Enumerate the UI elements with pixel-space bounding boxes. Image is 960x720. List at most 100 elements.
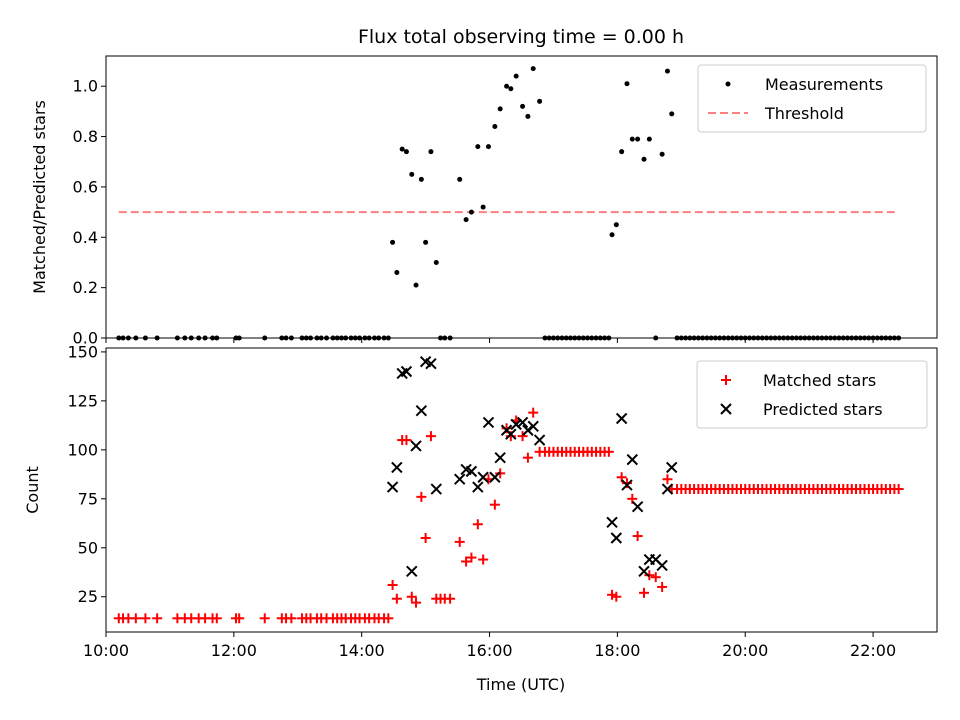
measurement-point [664,68,670,74]
predicted-star-point [621,479,633,491]
y-tick-label: 0.6 [73,177,98,196]
legend-label-threshold: Threshold [764,104,844,123]
y-tick-label: 125 [67,391,98,410]
x-tick-label: 22:00 [850,641,896,660]
matched-star-point [662,474,673,485]
measurement-point [669,111,675,117]
matched-star-point [387,579,398,590]
matched-star-point [286,613,297,624]
legend-label-measurements: Measurements [765,75,883,94]
legend-box [697,64,927,133]
measurement-point [613,222,619,228]
measurement-point [423,239,429,245]
y-tick-label: 0.4 [73,228,98,247]
matched-star-point [140,613,151,624]
measurement-point [457,176,463,182]
measurement-point [537,98,543,104]
predicted-star-point [638,565,650,577]
matched-star-point [517,431,528,442]
legend-label-predicted-stars: Predicted stars [763,400,883,419]
predicted-star-point [656,559,668,572]
predicted-star-point [482,416,495,429]
predicted-star-point [465,465,478,478]
matched-star-point [657,581,668,592]
y-tick-label: 50 [78,538,98,557]
measurement-point [659,151,665,157]
matched-star-point [478,554,489,565]
measurement-point [492,124,498,129]
measurement-point [418,176,424,182]
y-tick-label: 0.2 [73,278,98,297]
measurement-point [403,149,409,155]
measurement-point [530,66,536,72]
measurement-point [409,171,415,177]
y-tick-label: 1.0 [73,77,98,96]
measurement-point [646,136,652,142]
x-tick-label: 14:00 [339,641,385,660]
y-tick-label: 75 [78,489,98,508]
matched-star-point [401,435,412,446]
x-tick-label: 12:00 [211,641,257,660]
predicted-star-point [415,404,428,417]
bottom-panel-frame [105,347,938,633]
top-panel-y-label: Matched/Predicted stars [30,100,49,294]
measurement-point [390,239,396,245]
bottom-panel-x-ticks: 10:00 12:00 14:00 16:00 18:00 20:00 22:00 [83,632,896,660]
matched-star-point [259,613,270,624]
predicted-star-point [610,532,623,544]
matched-star-point [130,613,141,624]
matched-star-point [416,491,427,502]
predicted-star-point [510,418,522,431]
matched-star-point [603,446,614,457]
predicted-star-point [661,483,674,495]
measurement-point [394,270,400,276]
predicted-star-point [527,420,539,433]
bottom-panel: 25 50 75 100 125 150 10:00 12:00 14:00 16:00 18:0… [23,342,938,694]
legend-box [696,360,928,429]
legend-marker-measurements [725,81,731,87]
matched-star-point [893,484,904,495]
predicted-star-point [505,428,517,440]
predicted-star-point [386,481,399,493]
top-panel: 0.0 0.2 0.4 0.6 0.8 1.0 Matched/Predicted sta… [30,55,938,348]
legend-label-matched-stars: Matched stars [763,371,876,390]
measurement-point [619,149,625,155]
matched-star-point [425,431,436,442]
top-panel-frame [105,55,938,339]
x-tick-label: 20:00 [722,641,768,660]
bottom-panel-legend: Matched stars Predicted stars [696,360,928,429]
predicted-star-point [516,416,529,429]
predicted-star-point [631,500,644,513]
top-panel-legend: Measurements Threshold [697,64,927,133]
measurement-point [525,113,531,119]
matched-star-point [522,452,533,463]
predicted-star-point [606,516,618,529]
predicted-star-point [430,483,442,495]
predicted-star-point [400,365,413,378]
measurement-point [475,144,481,150]
matched-star-point [611,591,622,602]
predicted-star-point [425,357,437,370]
legend-marker-matched-stars [721,375,731,385]
x-tick-label: 16:00 [466,641,512,660]
matched-star-point [632,531,643,542]
predicted-star-point [533,434,546,446]
measurement-point [463,217,469,223]
predicted-star-point [391,461,403,474]
y-tick-label: 25 [78,587,98,606]
top-panel-y-ticks: 0.0 0.2 0.4 0.6 0.8 1.0 [73,77,106,348]
measurement-point [609,232,615,238]
predicted-star-point [472,481,484,493]
measurement-point [624,81,630,87]
bottom-panel-data [113,356,904,624]
matched-star-point [383,613,394,624]
matched-star-point [445,593,456,604]
bottom-panel-y-ticks: 25 50 75 100 125 150 [67,342,106,606]
bottom-panel-y-label: Count [23,466,42,514]
matched-star-point [152,613,163,624]
x-tick-label: 18:00 [594,641,640,660]
matched-star-point [454,536,465,547]
top-panel-x-ticks [105,338,874,343]
matched-star-point [461,556,472,567]
